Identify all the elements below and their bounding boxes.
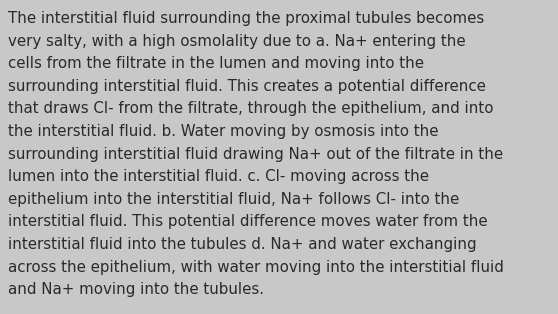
Text: interstitial fluid. This potential difference moves water from the: interstitial fluid. This potential diffe…	[8, 214, 488, 230]
Text: lumen into the interstitial fluid. c. Cl- moving across the: lumen into the interstitial fluid. c. Cl…	[8, 169, 429, 184]
Text: the interstitial fluid. b. Water moving by osmosis into the: the interstitial fluid. b. Water moving …	[8, 124, 439, 139]
Text: very salty, with a high osmolality due to a. Na+ entering the: very salty, with a high osmolality due t…	[8, 34, 465, 49]
Text: The interstitial fluid surrounding the proximal tubules becomes: The interstitial fluid surrounding the p…	[8, 11, 484, 26]
Text: interstitial fluid into the tubules d. Na+ and water exchanging: interstitial fluid into the tubules d. N…	[8, 237, 477, 252]
Text: epithelium into the interstitial fluid, Na+ follows Cl- into the: epithelium into the interstitial fluid, …	[8, 192, 459, 207]
Text: surrounding interstitial fluid. This creates a potential difference: surrounding interstitial fluid. This cre…	[8, 79, 485, 94]
Text: cells from the filtrate in the lumen and moving into the: cells from the filtrate in the lumen and…	[8, 56, 424, 71]
Text: across the epithelium, with water moving into the interstitial fluid: across the epithelium, with water moving…	[8, 260, 504, 275]
Text: that draws Cl- from the filtrate, through the epithelium, and into: that draws Cl- from the filtrate, throug…	[8, 101, 493, 116]
Text: and Na+ moving into the tubules.: and Na+ moving into the tubules.	[8, 282, 264, 297]
Text: surrounding interstitial fluid drawing Na+ out of the filtrate in the: surrounding interstitial fluid drawing N…	[8, 147, 503, 162]
